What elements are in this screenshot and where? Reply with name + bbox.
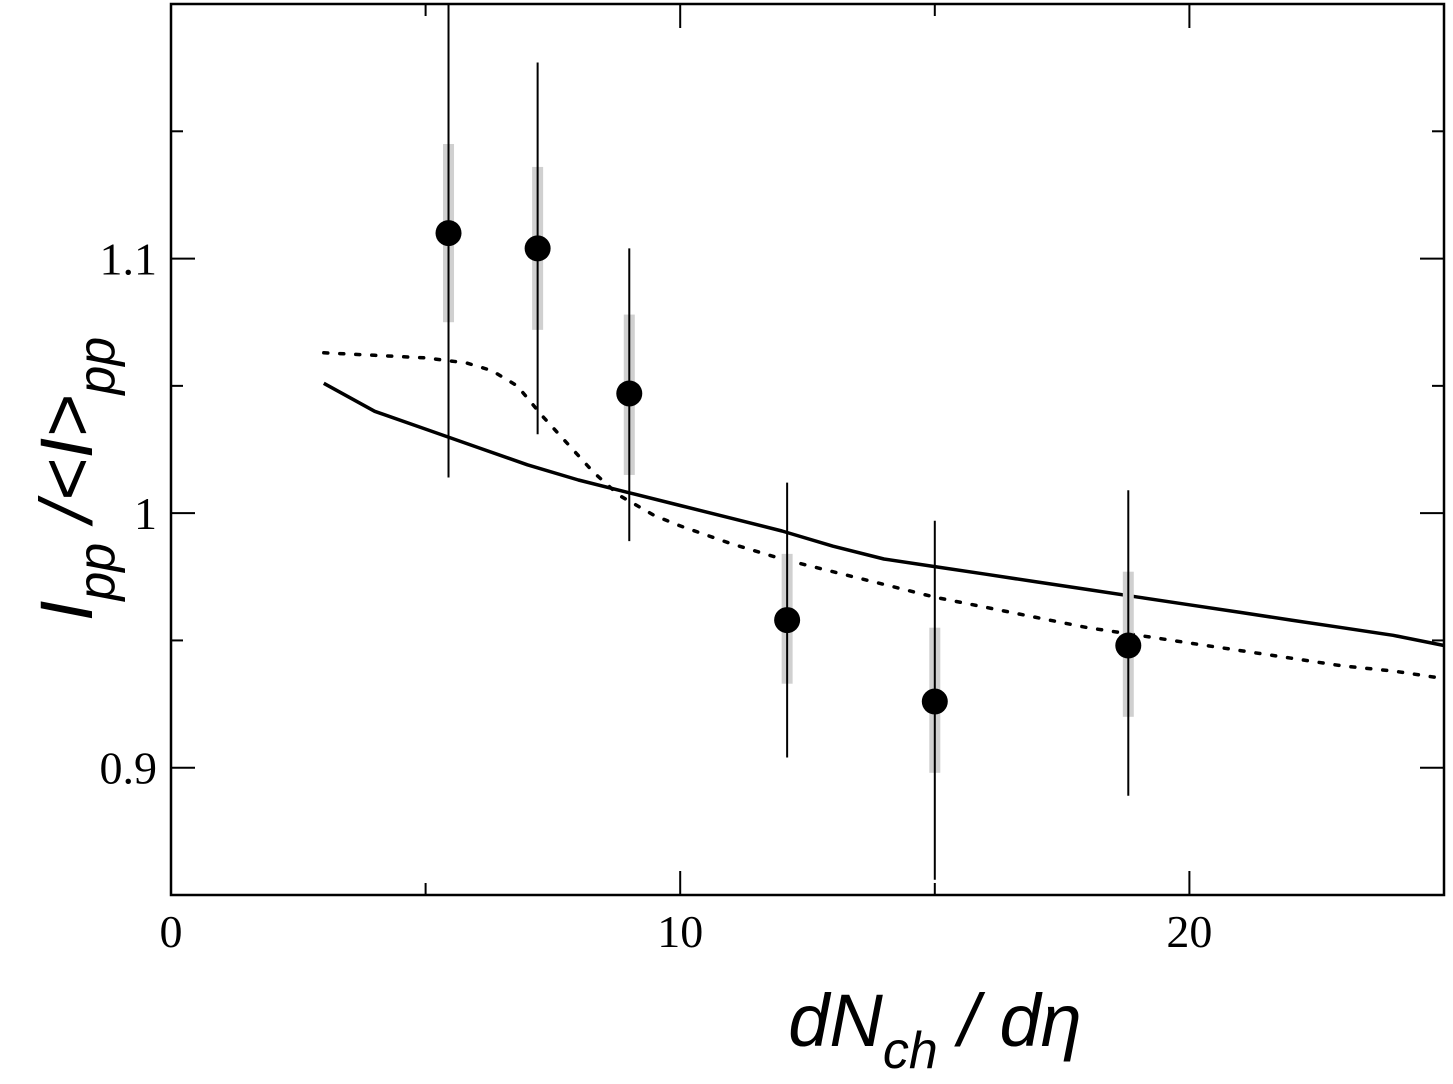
data-point	[1115, 632, 1142, 659]
data-points	[435, 4, 1142, 880]
x-tick-label: 10	[657, 906, 703, 957]
label-part: η	[1041, 979, 1082, 1062]
y-axis-label: Ipp /<I>pp	[25, 337, 126, 621]
x-tick-label: 20	[1166, 906, 1212, 957]
data-point	[774, 607, 801, 634]
axis-ticks	[170, 4, 1445, 895]
label-subscript: ch	[883, 1022, 938, 1080]
data-point	[435, 220, 462, 247]
data-point	[616, 380, 643, 407]
x-tick-label: 0	[160, 906, 183, 957]
label-subscript: pp	[68, 543, 126, 603]
label-subscript: pp	[68, 337, 126, 397]
data-point-group	[616, 248, 643, 542]
data-point	[921, 688, 948, 715]
model-curves	[322, 351, 1446, 681]
data-point-group	[524, 62, 551, 435]
data-point	[524, 235, 551, 262]
label-part: /<I>	[25, 395, 108, 543]
data-point-group	[774, 482, 801, 758]
plot-frame	[169, 2, 1446, 897]
label-part: dN	[788, 979, 883, 1062]
label-part: I	[25, 601, 108, 622]
data-point-group	[435, 4, 462, 478]
x-axis-label: dNch / dη	[788, 979, 1081, 1080]
label-part: / d	[938, 979, 1044, 1062]
data-point-group	[921, 520, 948, 880]
y-tick-label: 1.1	[100, 234, 158, 285]
y-tick-label: 1	[134, 488, 157, 539]
tick-labels: 0 10 20 0.9 1 1.1	[100, 234, 1213, 957]
data-point-group	[1115, 490, 1142, 796]
y-tick-label: 0.9	[100, 743, 158, 794]
solid-curve	[322, 381, 1445, 648]
dotted-curve	[322, 351, 1446, 681]
